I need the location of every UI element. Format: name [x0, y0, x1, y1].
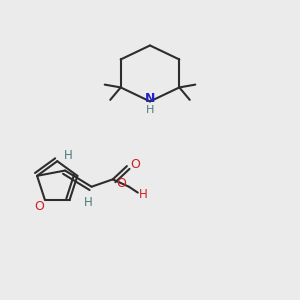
- Text: O: O: [130, 158, 140, 171]
- Text: H: H: [64, 149, 73, 162]
- Text: H: H: [139, 188, 148, 201]
- Text: N: N: [145, 92, 155, 105]
- Text: O: O: [117, 177, 127, 190]
- Text: O: O: [34, 200, 44, 212]
- Text: H: H: [146, 105, 154, 115]
- Text: H: H: [84, 196, 93, 208]
